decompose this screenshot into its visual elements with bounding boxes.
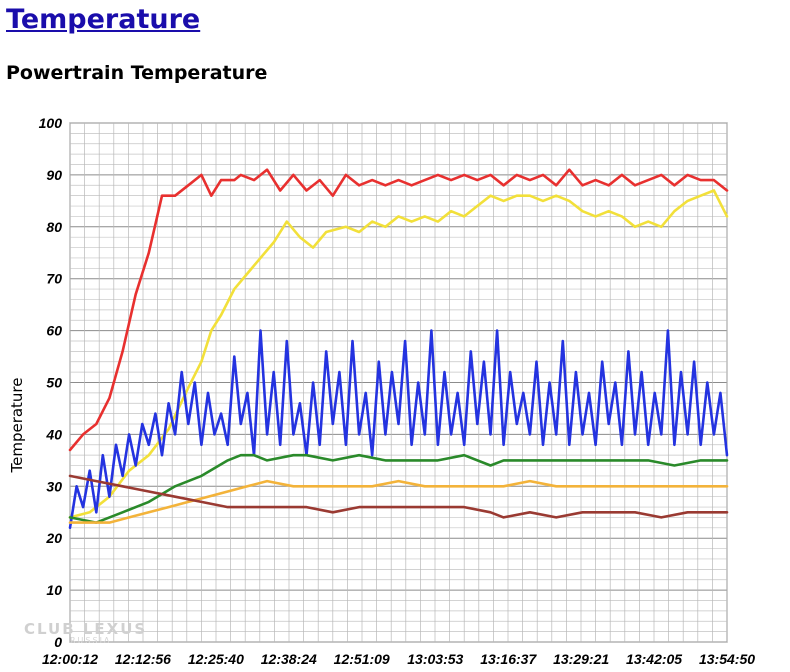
x-tick-label: 13:54:50 <box>699 651 755 667</box>
x-tick-label: 12:00:12 <box>42 651 98 667</box>
y-tick-label: 70 <box>46 271 62 287</box>
y-tick-label: 60 <box>46 323 62 339</box>
x-tick-label: 12:51:09 <box>334 651 390 667</box>
y-tick-label: 100 <box>39 115 63 131</box>
x-tick-label: 12:25:40 <box>188 651 244 667</box>
y-tick-label: 50 <box>46 375 62 391</box>
series-line-yellow <box>68 189 729 519</box>
y-tick-label: 40 <box>45 426 62 442</box>
temperature-link[interactable]: Temperature <box>6 4 201 35</box>
y-tick-label: 10 <box>46 582 62 598</box>
y-tick-label: 0 <box>54 634 62 650</box>
tick-labels: 0 10 20 30 40 50 60 70 80 90 100 12:00:12 12:12:56 12… <box>39 115 756 667</box>
x-tick-label: 13:03:53 <box>407 651 463 667</box>
watermark-sub: RUSSIA <box>70 636 112 645</box>
series-lines <box>68 168 729 530</box>
y-tick-label: 20 <box>45 530 62 546</box>
x-tick-label: 13:16:37 <box>480 651 537 667</box>
series-line-orange <box>68 479 729 524</box>
series-line-blue <box>68 329 729 530</box>
series-line-red <box>68 168 729 452</box>
y-tick-label: 90 <box>46 167 62 183</box>
series-line-green <box>68 453 729 524</box>
grid <box>69 122 728 643</box>
y-tick-label: 30 <box>46 478 62 494</box>
y-tick-label: 80 <box>46 219 62 235</box>
x-tick-label: 13:29:21 <box>553 651 609 667</box>
chart-section-title: Powertrain Temperature <box>6 62 268 84</box>
watermark-logo: CLUB LEXUS <box>24 620 148 638</box>
x-tick-label: 12:38:24 <box>261 651 317 667</box>
series-line-brown <box>68 474 729 519</box>
x-tick-label: 12:12:56 <box>115 651 171 667</box>
x-tick-label: 13:42:05 <box>626 651 682 667</box>
